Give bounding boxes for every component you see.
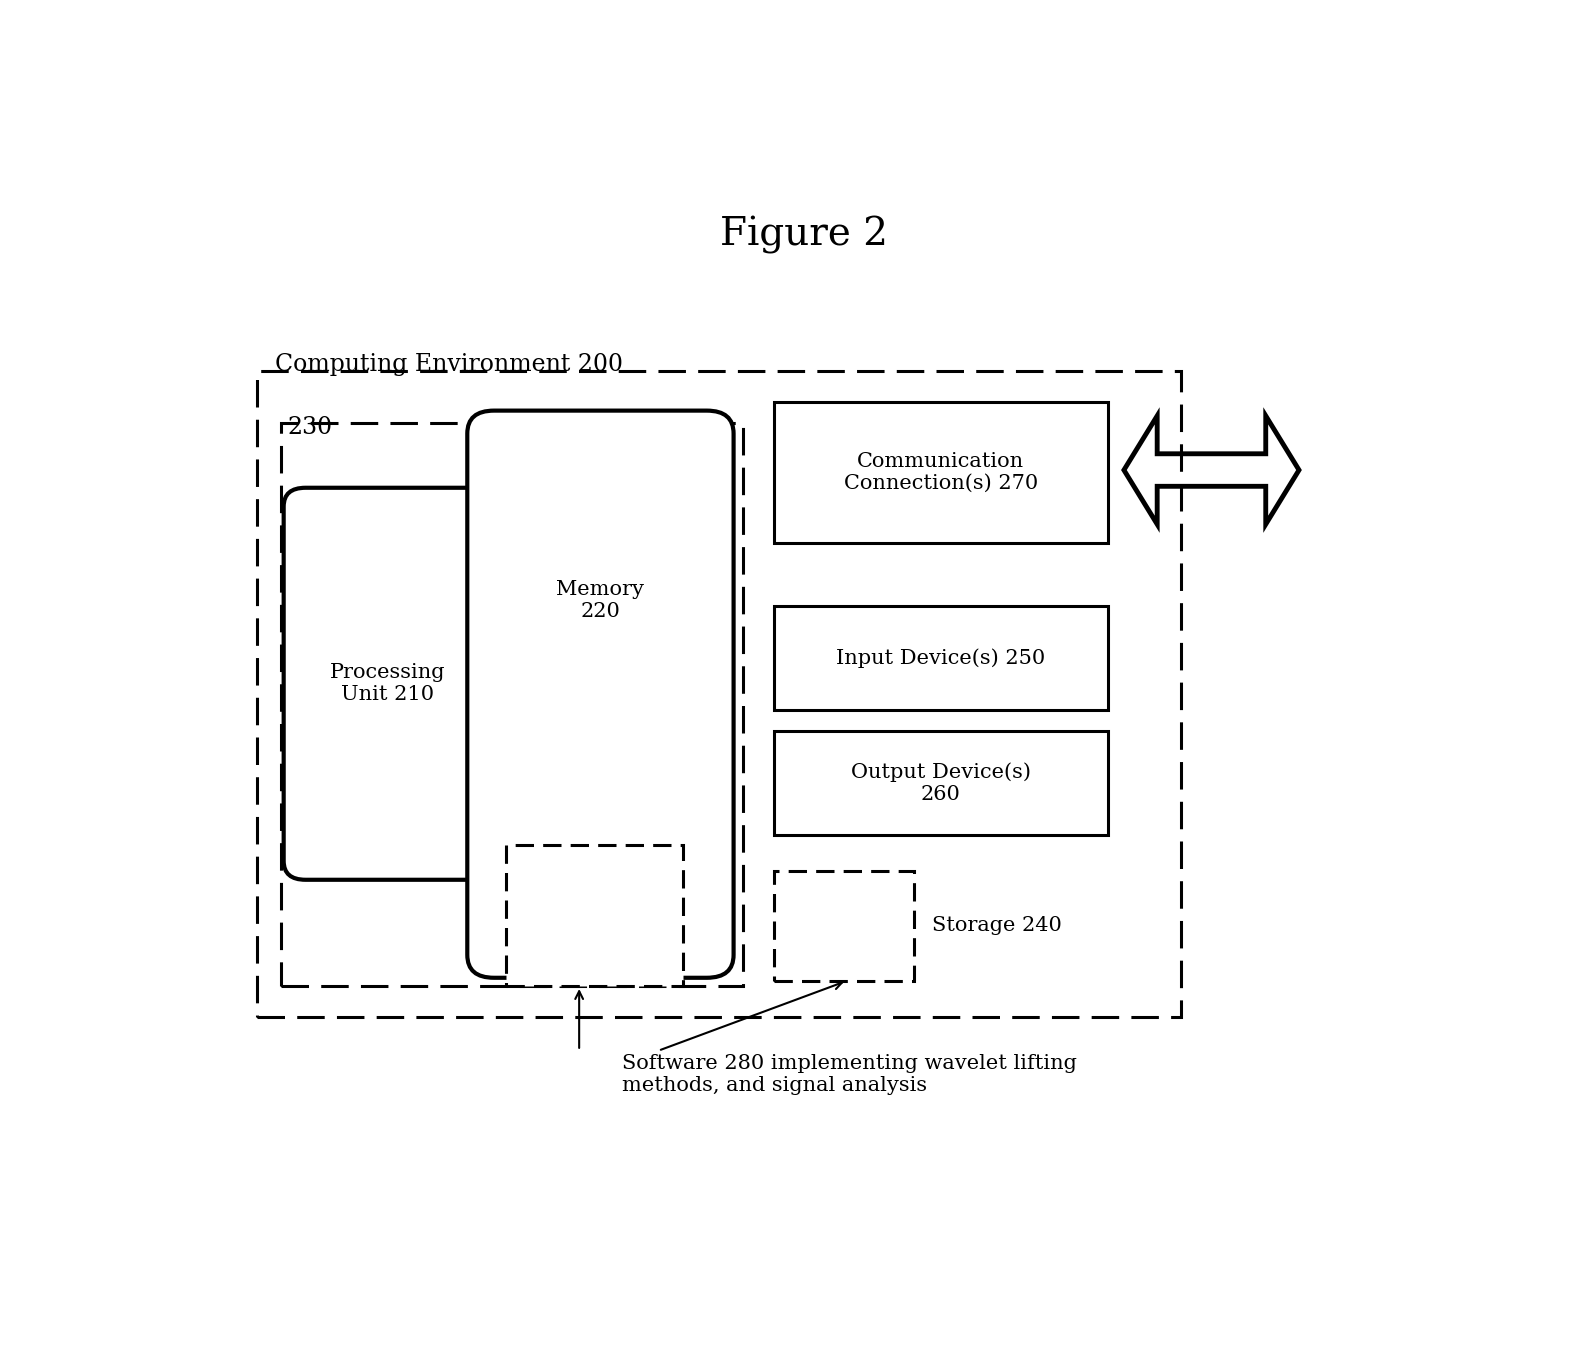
Text: Software 280 implementing wavelet lifting
methods, and signal analysis: Software 280 implementing wavelet liftin… <box>621 1053 1076 1095</box>
Text: Computing Environment 200: Computing Environment 200 <box>275 353 623 376</box>
FancyBboxPatch shape <box>774 872 913 980</box>
Text: Figure 2: Figure 2 <box>720 217 888 255</box>
Text: 230: 230 <box>287 416 333 439</box>
Text: Processing
Unit 210: Processing Unit 210 <box>329 663 446 704</box>
Text: Storage 240: Storage 240 <box>932 917 1062 936</box>
FancyBboxPatch shape <box>507 845 683 986</box>
Text: Memory
220: Memory 220 <box>557 580 645 621</box>
FancyBboxPatch shape <box>284 487 491 880</box>
Text: Output Device(s)
260: Output Device(s) 260 <box>850 762 1031 804</box>
FancyBboxPatch shape <box>774 402 1108 543</box>
Text: Input Device(s) 250: Input Device(s) 250 <box>836 647 1045 668</box>
FancyBboxPatch shape <box>774 731 1108 835</box>
FancyBboxPatch shape <box>468 410 734 978</box>
FancyBboxPatch shape <box>774 605 1108 709</box>
Text: Communication
Connection(s) 270: Communication Connection(s) 270 <box>844 452 1039 493</box>
